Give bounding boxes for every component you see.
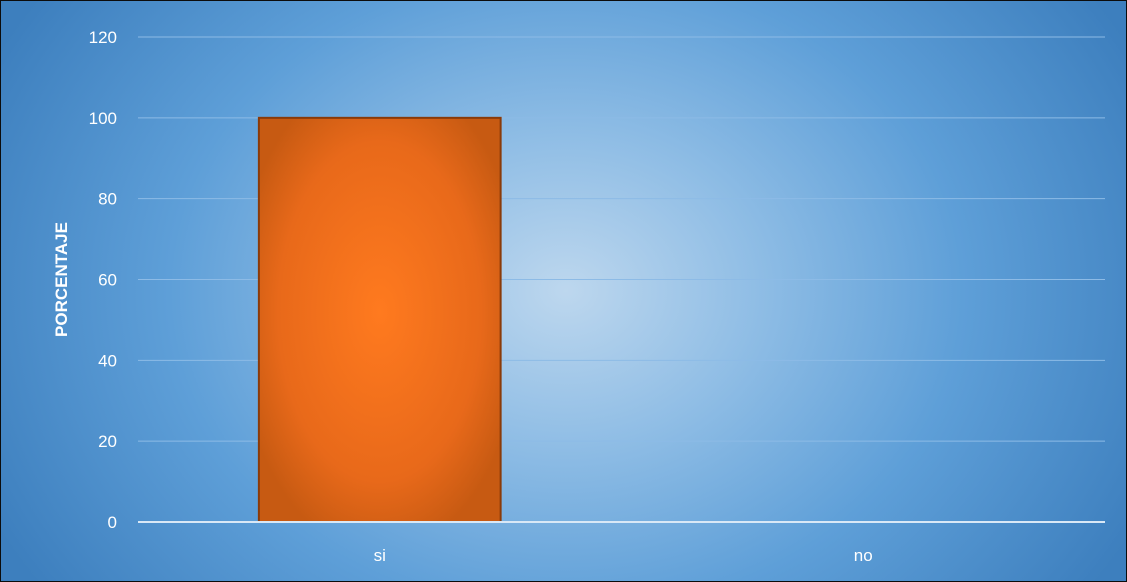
x-tick-label: no	[854, 546, 873, 565]
y-axis-title: PORCENTAJE	[52, 222, 71, 337]
y-tick-label: 40	[98, 351, 117, 370]
axes: 0 20 40 60 80 100 120 si no	[89, 28, 1105, 565]
y-tick-label: 80	[98, 190, 117, 209]
y-tick-label: 20	[98, 432, 117, 451]
y-tick-label: 0	[108, 513, 117, 532]
y-tick-label: 60	[98, 271, 117, 290]
y-tick-label: 120	[89, 28, 117, 47]
bar-si	[257, 116, 502, 523]
bars	[257, 116, 502, 523]
y-tick-label: 100	[89, 109, 117, 128]
x-tick-label: si	[374, 546, 386, 565]
